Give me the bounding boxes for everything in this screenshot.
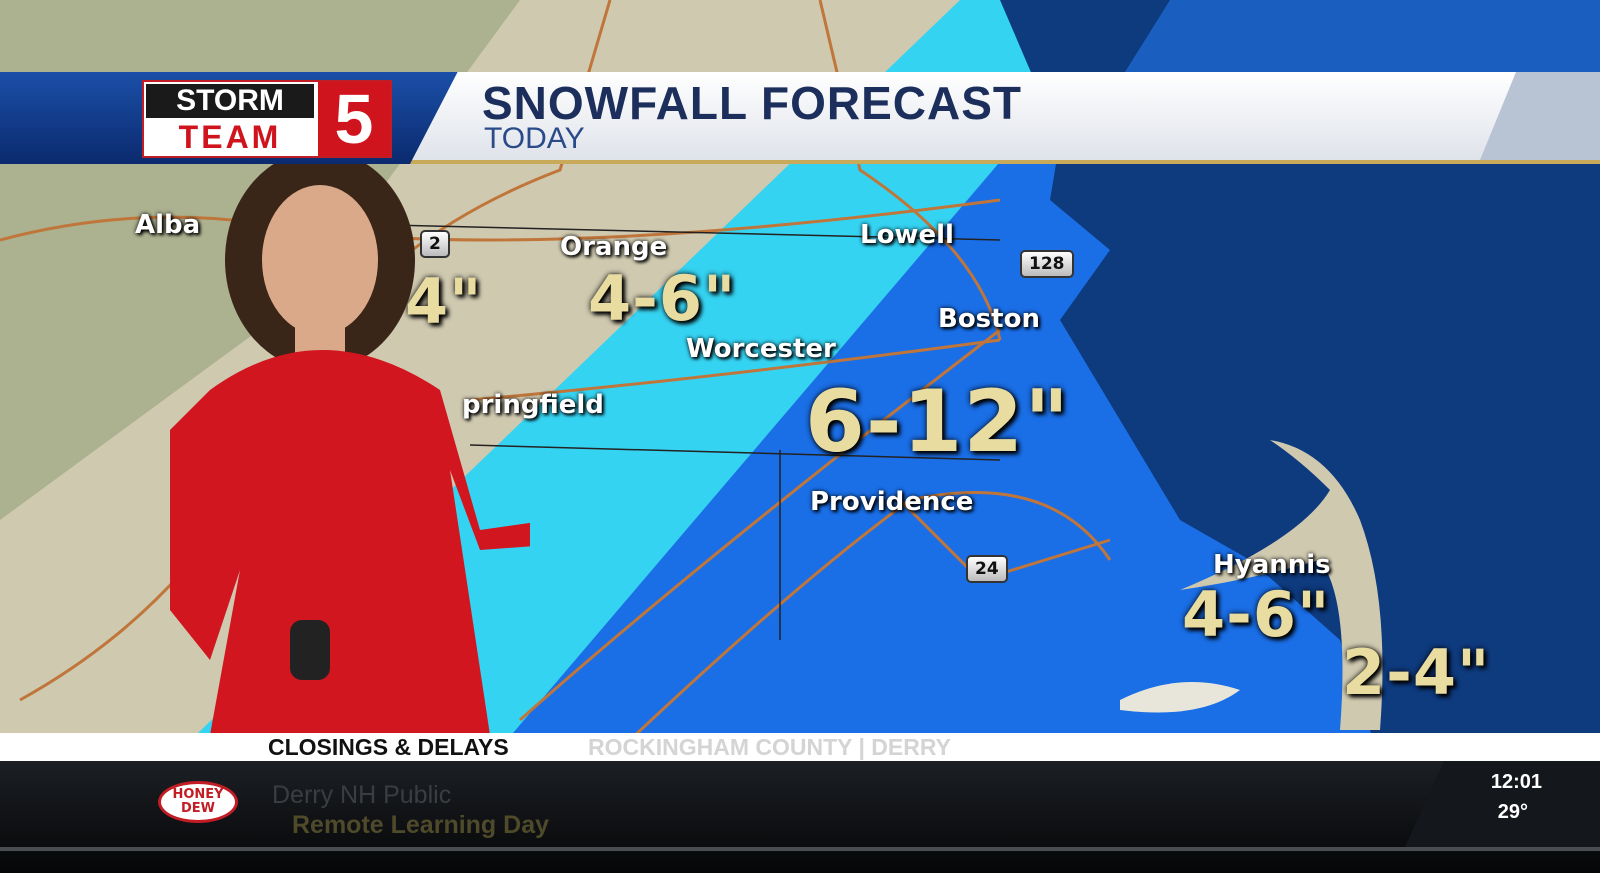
storm-team-5-logo: STORM TEAM 5 — [142, 80, 392, 158]
state-borders — [389, 224, 1001, 640]
closings-ticker: HONEY DEW Derry NH Public Remote Learnin… — [0, 761, 1600, 873]
closing-status: Remote Learning Day — [292, 811, 550, 839]
page-subtitle: TODAY — [484, 122, 585, 155]
city-label: Alba — [135, 210, 201, 240]
temperature: 29° — [1497, 801, 1528, 823]
header-edge — [1480, 72, 1600, 160]
ocean — [1000, 0, 1600, 760]
marthas-vineyard — [1120, 682, 1240, 713]
snow-amount: 4-6" — [588, 262, 737, 335]
city-label: pringfield — [462, 390, 604, 420]
city-label: Providence — [810, 487, 974, 517]
city-label: Orange — [560, 232, 668, 262]
header-white-panel — [410, 72, 1600, 164]
route-shield: 2 — [420, 230, 450, 258]
presenter — [170, 150, 530, 735]
city-label: Worcester — [686, 334, 836, 364]
snow-amount: 6-12" — [805, 372, 1071, 472]
city-label: Hyannis — [1213, 550, 1331, 580]
divider — [0, 847, 1600, 851]
snow-amount: 4-6" — [1182, 578, 1331, 651]
route-shield: 24 — [966, 555, 1008, 583]
ticker-region: ROCKINGHAM COUNTY | DERRY — [588, 734, 951, 760]
logo-number: 5 — [318, 82, 390, 156]
sponsor-logo: HONEY DEW — [158, 781, 238, 823]
closing-name: Derry NH Public — [272, 781, 452, 809]
logo-team: TEAM — [178, 119, 282, 155]
closings-ticker-header: CLOSINGS & DELAYS ROCKINGHAM COUNTY | DE… — [0, 733, 1600, 761]
header-banner: STORM TEAM 5 SNOWFALL FORECAST TODAY — [0, 72, 1600, 164]
time-temp-box: 12:01 29° — [1405, 761, 1600, 847]
page-title: SNOWFALL FORECAST — [482, 77, 1023, 129]
ocean-north — [1120, 0, 1600, 80]
city-label: Boston — [938, 304, 1040, 334]
logo-storm: STORM — [146, 84, 314, 118]
ticker-label: CLOSINGS & DELAYS — [268, 734, 509, 760]
clock-time: 12:01 — [1490, 771, 1542, 793]
route-shield: 128 — [1020, 250, 1074, 278]
cape-cod — [1180, 440, 1383, 730]
snow-amount: 2-4" — [1342, 636, 1491, 709]
snow-amount: 4" — [405, 265, 483, 338]
city-label: Lowell — [860, 220, 954, 250]
